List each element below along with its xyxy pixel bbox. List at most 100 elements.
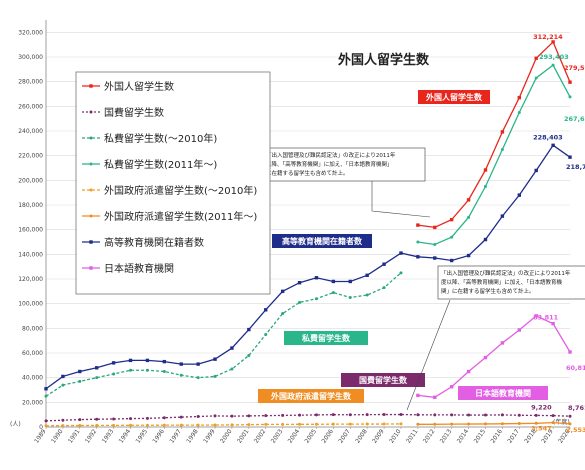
data-point [95,423,99,427]
data-point [365,273,369,277]
data-label: 267,630 [564,115,585,123]
data-point [433,413,437,417]
data-point [44,387,48,391]
series-line-6 [45,144,571,390]
data-point [365,293,369,297]
data-point [534,168,538,173]
data-point [500,214,505,218]
data-labels: 312,214 279,597 293,403 267,630 228,403 218,7… [531,33,585,434]
data-point [348,296,352,299]
data-point [500,413,504,417]
data-label: 293,403 [539,53,569,61]
data-point [162,359,167,364]
legend-label: 私費留学生数(2011年～) [104,158,217,171]
x-unit-label: (年度) [553,418,570,426]
y-tick-label: 180,000 [18,202,43,209]
y-tick-label: 200,000 [18,177,43,184]
data-point [348,279,352,284]
series-line-0 [417,40,571,229]
x-tick-label: 2006 [320,428,335,445]
data-point [568,422,572,426]
data-point [551,421,555,425]
x-tick-label: 1999 [202,428,217,445]
series-tag-label: 国費留学生数 [359,375,408,385]
callout-connector [406,299,451,411]
series-line-1 [45,413,571,422]
data-point [348,413,352,417]
series-tag-label: 私費留学生数 [301,333,351,343]
data-point [433,242,437,246]
data-point [551,143,555,148]
series-line-7 [417,315,571,398]
data-point [467,413,471,417]
legend-label: 外国政府派遣留学生数(2011年～) [104,210,257,223]
series-tag-label: 外国人留学生数 [426,92,483,102]
x-tick-label: 2000 [219,428,234,445]
data-point [179,423,183,427]
legend-label: 外国政府派遣留学生数(～2010年) [104,184,257,197]
data-point [365,413,369,417]
x-tick-label: 1993 [101,428,116,445]
series-line-3 [417,64,571,246]
data-point [230,414,234,418]
data-point [196,362,200,366]
data-point [162,423,166,427]
callout-text: 「出入国管理及び難民認定法」の改正により2011年 [441,269,571,277]
data-point [348,422,352,426]
legend-swatch-marker [89,136,93,140]
x-tick-label: 2014 [456,428,471,445]
data-point [314,276,319,280]
data-point [534,314,538,318]
y-tick-label: 100,000 [18,301,43,308]
data-point [500,148,504,151]
data-point [331,422,335,426]
data-point [551,63,555,67]
data-label: 9,220 [531,404,552,412]
data-point [449,385,454,389]
y-tick-label: 60,000 [22,350,43,357]
callout-text: に在籍する留学生も含めて計上。 [266,169,349,177]
data-point [264,414,268,418]
series-tag-label: 日本語教育機関 [475,388,531,398]
legend-label: 外国人留学生数 [104,80,174,93]
data-point [466,253,471,258]
data-point [433,225,437,230]
y-tick-label: 40,000 [22,375,43,382]
data-point [61,383,65,387]
data-point [129,417,133,421]
y-tick-label: 320,000 [18,29,43,36]
legend-swatch-marker [89,188,93,192]
series-tag-box [458,386,548,400]
data-point [61,424,65,428]
data-point [399,422,403,426]
x-tick-label: 1990 [50,428,65,445]
data-point [281,422,285,426]
data-point [416,240,420,244]
data-point [78,418,82,422]
data-point [281,312,285,316]
data-point [534,413,538,417]
series-tag-box [258,389,364,403]
data-point [196,423,200,427]
data-point [517,95,521,100]
data-point [467,422,471,426]
data-point [247,327,251,332]
series-tag-label: 外国政府派遣留学生数 [271,391,352,401]
data-point [314,422,318,426]
data-label: 8,761 [568,404,585,412]
data-point [517,413,521,417]
data-label: 279,597 [564,64,585,72]
legend-swatch-marker [89,110,93,114]
data-point [551,414,555,418]
data-point [230,423,234,427]
x-tick-label: 2005 [304,428,319,445]
data-point [78,369,82,374]
data-point [145,368,149,372]
data-point [128,358,133,363]
x-tick-label: 2007 [337,428,352,445]
data-label: 60,814 [566,364,585,372]
data-point [500,130,505,134]
data-point [568,95,572,99]
x-axis: 1989 1990 1991 1992 1993 1994 1995 1996 1997 1998… [33,427,572,445]
